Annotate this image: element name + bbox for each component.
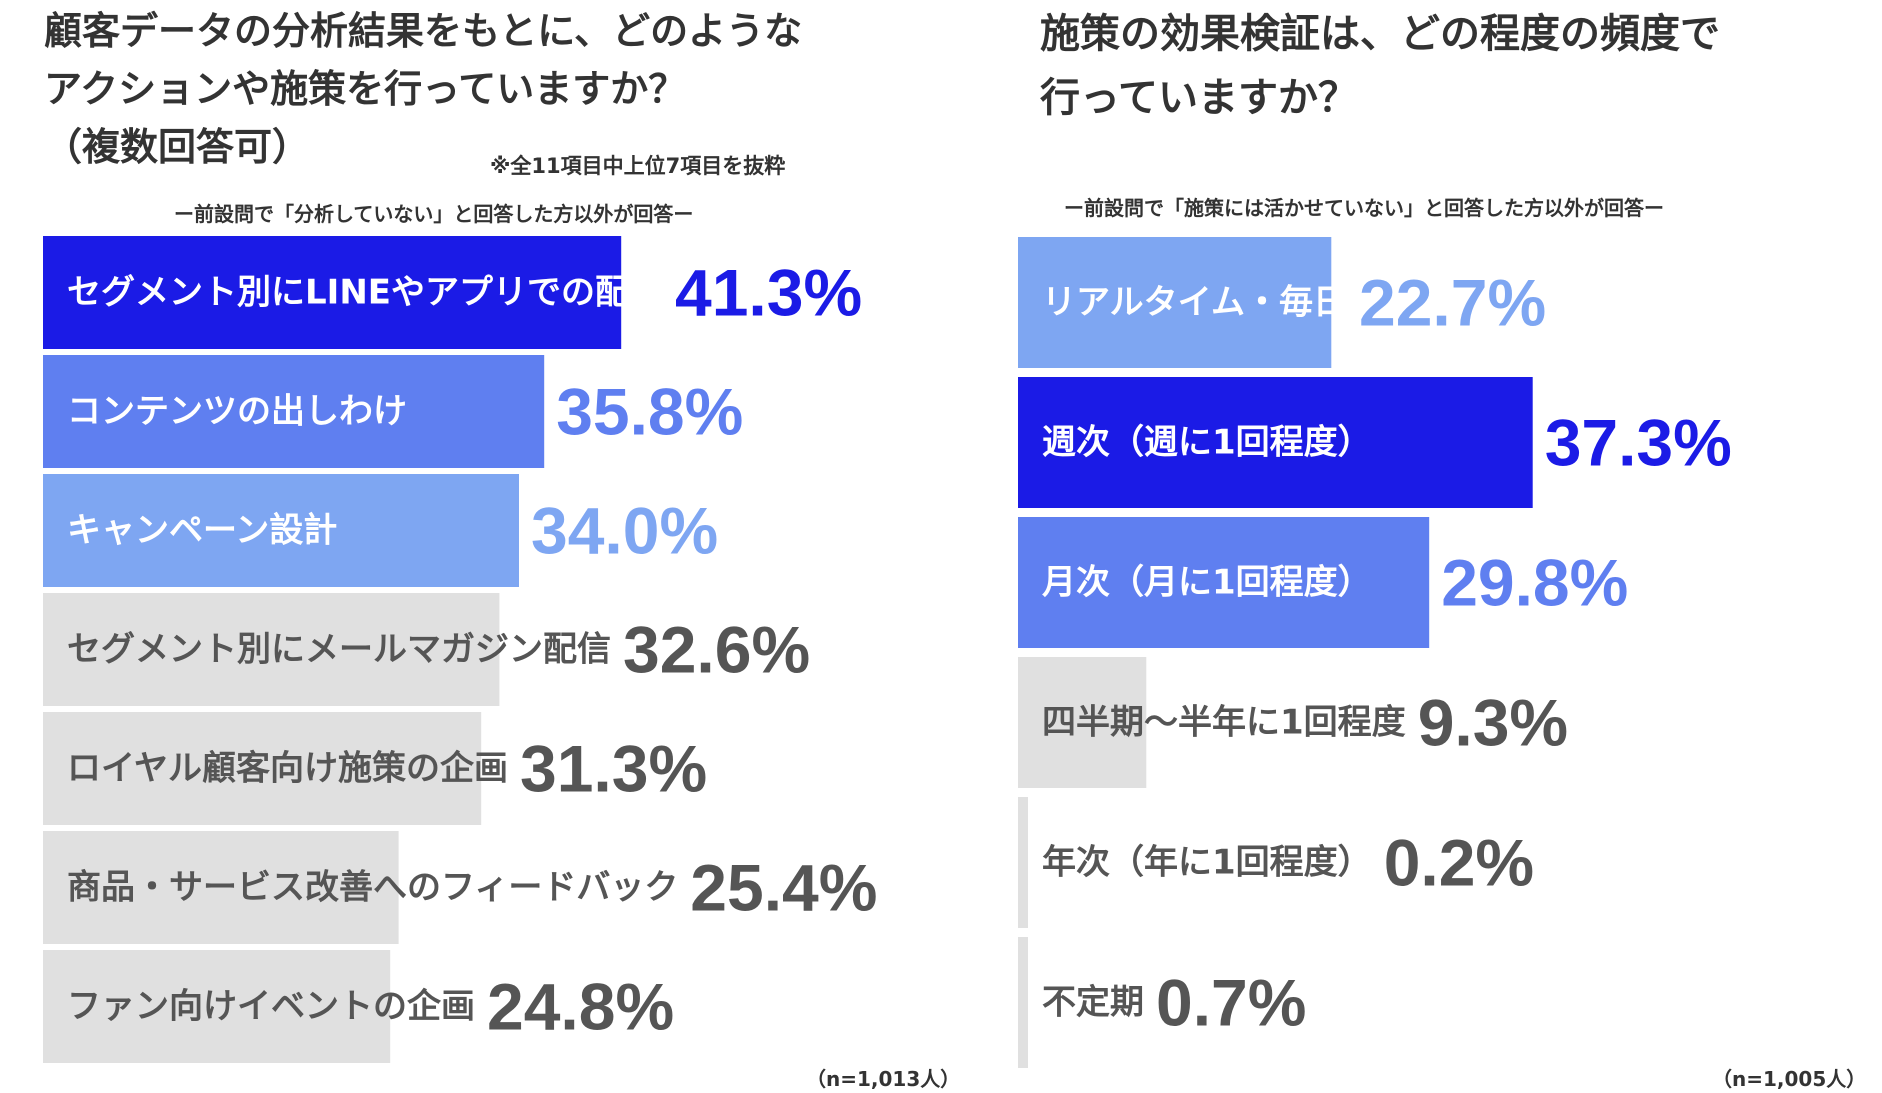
left-bar-value-7: 24.8% xyxy=(487,970,674,1044)
left-bar-6 xyxy=(43,831,399,944)
right-bar-label-1: リアルタイム・毎日 xyxy=(1042,283,1347,323)
right-bar-4 xyxy=(1018,657,1147,788)
left-bar-4 xyxy=(43,593,500,706)
right-bar-label-6: 不定期 xyxy=(1042,983,1144,1023)
right-bar-value-2: 37.3% xyxy=(1545,406,1732,480)
left-bar-label-6: 商品・サービス改善へのフィードバック xyxy=(67,868,678,908)
left-bar-label-7: ファン向けイベントの企画 xyxy=(67,987,475,1027)
left-excerpt-note: ※全11項目中上位7項目を抜粋 xyxy=(490,154,786,178)
left-bar-label-4: セグメント別にメールマガジン配信 xyxy=(67,630,611,670)
left-bar-label-5: ロイヤル顧客向け施策の企画 xyxy=(67,749,508,789)
right-bar-value-5: 0.2% xyxy=(1384,826,1534,900)
left-title-line-1: 顧客データの分析結果をもとに、どのような xyxy=(44,9,803,53)
left-bar-value-6: 25.4% xyxy=(690,851,877,925)
right-chart-title: 施策の効果検証は、どの程度の頻度で 行っていますか？ xyxy=(1040,2,1720,130)
left-chart-subtitle: ー前設問で「分析していない」と回答した方以外が回答ー xyxy=(174,202,694,226)
left-bar-7 xyxy=(43,950,391,1063)
left-bar-5 xyxy=(43,712,482,825)
left-bar-value-3: 34.0% xyxy=(531,494,718,568)
right-bar-5 xyxy=(1018,797,1028,928)
right-bar-2 xyxy=(1018,377,1533,508)
left-bar-2 xyxy=(43,355,545,468)
right-bar-label-3: 月次（月に1回程度） xyxy=(1042,563,1372,603)
right-chart-panel: 施策の効果検証は、どの程度の頻度で 行っていますか？ ー前設問で「施策には活かせ… xyxy=(1000,0,1882,1093)
right-bar-chart: リアルタイム・毎日 22.7% 週次（週に1回程度） 37.3% 月次（月に1回程度） 2… xyxy=(1018,237,1732,1068)
left-bar-1 xyxy=(43,236,622,349)
left-bar-label-2: コンテンツの出しわけ xyxy=(67,392,407,432)
left-bar-chart: セグメント別にLINEやアプリでの配信 41.3% コンテンツの出しわけ 35.8% キ… xyxy=(43,236,877,1063)
left-chart-title: 顧客データの分析結果をもとに、どのような アクションや施策を行っていますか？ （… xyxy=(44,2,802,176)
left-chart-panel: 顧客データの分析結果をもとに、どのような アクションや施策を行っていますか？ （… xyxy=(43,2,961,1091)
left-title-line-2: アクションや施策を行っていますか？ xyxy=(44,67,687,111)
right-bar-6 xyxy=(1018,937,1028,1068)
right-bar-label-2: 週次（週に1回程度） xyxy=(1042,423,1372,463)
right-sample-size: （n=1,005人） xyxy=(1712,1067,1867,1091)
left-title-line-3: （複数回答可） xyxy=(44,125,311,169)
left-bar-value-5: 31.3% xyxy=(520,732,707,806)
right-bar-value-6: 0.7% xyxy=(1156,966,1306,1040)
right-bar-label-4: 四半期〜半年に1回程度 xyxy=(1042,703,1406,743)
left-bar-label-1: セグメント別にLINEやアプリでの配信 xyxy=(67,273,663,313)
left-bar-label-3: キャンペーン設計 xyxy=(67,511,337,551)
right-title-line-1: 施策の効果検証は、どの程度の頻度で xyxy=(1040,11,1720,57)
left-bar-3 xyxy=(43,474,519,587)
right-bar-3 xyxy=(1018,517,1430,648)
left-bar-value-2: 35.8% xyxy=(556,375,743,449)
right-title-line-2: 行っていますか？ xyxy=(1040,75,1358,121)
right-bar-value-1: 22.7% xyxy=(1359,266,1546,340)
left-sample-size: （n=1,013人） xyxy=(806,1067,961,1091)
right-bar-1 xyxy=(1018,237,1332,368)
left-bar-value-4: 32.6% xyxy=(623,613,810,687)
right-chart-subtitle: ー前設問で「施策には活かせていない」と回答した方以外が回答ー xyxy=(1064,196,1664,220)
right-bar-value-3: 29.8% xyxy=(1441,546,1628,620)
right-bar-label-5: 年次（年に1回程度） xyxy=(1042,843,1372,883)
left-bar-value-1: 41.3% xyxy=(675,256,862,330)
right-bar-value-4: 9.3% xyxy=(1418,686,1568,760)
